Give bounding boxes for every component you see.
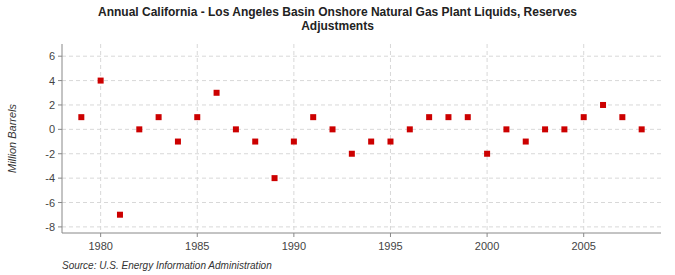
grid-line (62, 104, 661, 105)
point (272, 175, 278, 181)
tick-label: -4 (45, 172, 55, 184)
y-axis-label: Million Barrels (6, 103, 18, 173)
point (252, 139, 258, 145)
x-axis-line (62, 233, 661, 234)
tick-label: 1985 (185, 240, 209, 252)
tick-label: 1980 (88, 240, 112, 252)
point (407, 126, 413, 132)
tick-label: 0 (49, 123, 55, 135)
point (214, 90, 220, 96)
tick-label: 2 (49, 99, 55, 111)
point (581, 114, 587, 120)
point (639, 126, 645, 132)
tick-label: 2000 (475, 240, 499, 252)
y-axis-line (62, 44, 63, 233)
tick-label: 1990 (282, 240, 306, 252)
point (349, 151, 355, 157)
points (78, 78, 644, 218)
grid-line (390, 44, 391, 233)
point (156, 114, 162, 120)
grid-line (62, 178, 661, 179)
grid-line (293, 44, 294, 233)
tick-label: 6 (49, 50, 55, 62)
tick-label: -6 (45, 197, 55, 209)
grid-line (100, 44, 101, 233)
tick-label: 2005 (571, 240, 595, 252)
grid-line (62, 56, 661, 57)
chart: Annual California - Los Angeles Basin On… (0, 0, 675, 275)
point (175, 139, 181, 145)
tick-mark (58, 80, 62, 81)
point (291, 139, 297, 145)
tick-label: 1995 (378, 240, 402, 252)
point (78, 114, 84, 120)
point (523, 139, 529, 145)
point (368, 139, 374, 145)
source: Source: U.S. Energy Information Administ… (62, 260, 272, 271)
point (387, 139, 393, 145)
tick-mark (390, 233, 391, 237)
point (619, 114, 625, 120)
grid (62, 44, 661, 233)
tick-mark (58, 56, 62, 57)
point (136, 126, 142, 132)
tick-mark (58, 226, 62, 227)
grid-line (62, 129, 661, 130)
point (503, 126, 509, 132)
tick-label: -8 (45, 221, 55, 233)
point (233, 126, 239, 132)
tick-mark (58, 178, 62, 179)
point (426, 114, 432, 120)
point (330, 126, 336, 132)
point (117, 212, 123, 218)
tick-mark (58, 153, 62, 154)
point (98, 78, 104, 84)
point (194, 114, 200, 120)
grid-line (62, 80, 661, 81)
tick-mark (58, 104, 62, 105)
tick-mark (100, 233, 101, 237)
grid-line (62, 202, 661, 203)
axes: -8 -6 -4 -2 0 2 4 6 1980 1985 1990 1995 2000 2005 (45, 44, 661, 252)
point (465, 114, 471, 120)
tick-mark (197, 233, 198, 237)
point (561, 126, 567, 132)
tick-mark (58, 129, 62, 130)
grid-line (62, 153, 661, 154)
grid-line (197, 44, 198, 233)
grid-line (487, 44, 488, 233)
tick-mark (293, 233, 294, 237)
grid-line (62, 226, 661, 227)
tick-mark (583, 233, 584, 237)
point (445, 114, 451, 120)
point (600, 102, 606, 108)
title: Annual California - Los Angeles Basin On… (98, 5, 577, 33)
point (310, 114, 316, 120)
point (484, 151, 490, 157)
point (542, 126, 548, 132)
tick-mark (58, 202, 62, 203)
tick-mark (487, 233, 488, 237)
tick-label: -2 (45, 148, 55, 160)
tick-label: 4 (49, 75, 55, 87)
grid-line (583, 44, 584, 233)
